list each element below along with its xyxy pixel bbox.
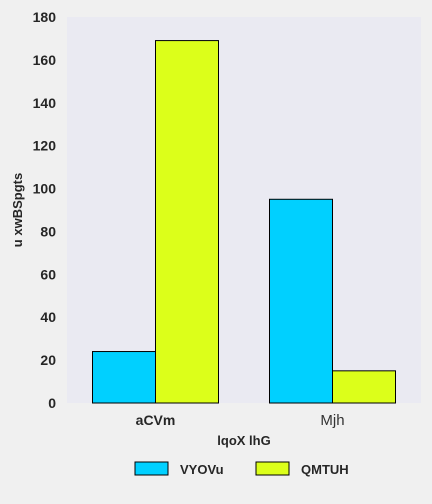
bar-Mjh-VYOVu <box>269 198 333 404</box>
y-tick-label: 140 <box>33 95 57 111</box>
bar-Mjh-QMTUH <box>332 370 396 404</box>
legend: VYOVu QMTUH <box>134 461 349 477</box>
y-tick-label: 80 <box>40 223 56 239</box>
y-axis-ticks: 0 20 40 60 80 100 120 140 160 180 <box>33 9 57 411</box>
x-axis-ticks: aCVm Mjh <box>136 412 345 429</box>
y-tick-label: 40 <box>40 309 56 325</box>
legend-label-series-1: VYOVu <box>180 462 224 477</box>
legend-swatch-series-1 <box>134 461 169 476</box>
bar-aCVm-QMTUH <box>155 40 219 404</box>
y-tick-label: 0 <box>48 395 56 411</box>
y-tick-label: 60 <box>40 266 56 282</box>
plot-area <box>67 17 421 403</box>
x-axis-label: lqoX lhG <box>217 433 270 448</box>
legend-label-series-2: QMTUH <box>301 462 349 477</box>
x-tick-label: aCVm <box>136 412 176 428</box>
bars-group <box>92 40 396 404</box>
y-tick-label: 100 <box>33 181 57 197</box>
y-axis-label: u xwBSpgts <box>10 173 25 247</box>
y-tick-label: 120 <box>33 138 57 154</box>
x-tick-label: Mjh <box>320 412 344 429</box>
y-tick-label: 160 <box>33 52 57 68</box>
bar-aCVm-VYOVu <box>92 351 156 404</box>
y-tick-label: 180 <box>33 9 57 25</box>
y-tick-label: 20 <box>40 352 56 368</box>
legend-swatch-series-2 <box>255 461 290 476</box>
